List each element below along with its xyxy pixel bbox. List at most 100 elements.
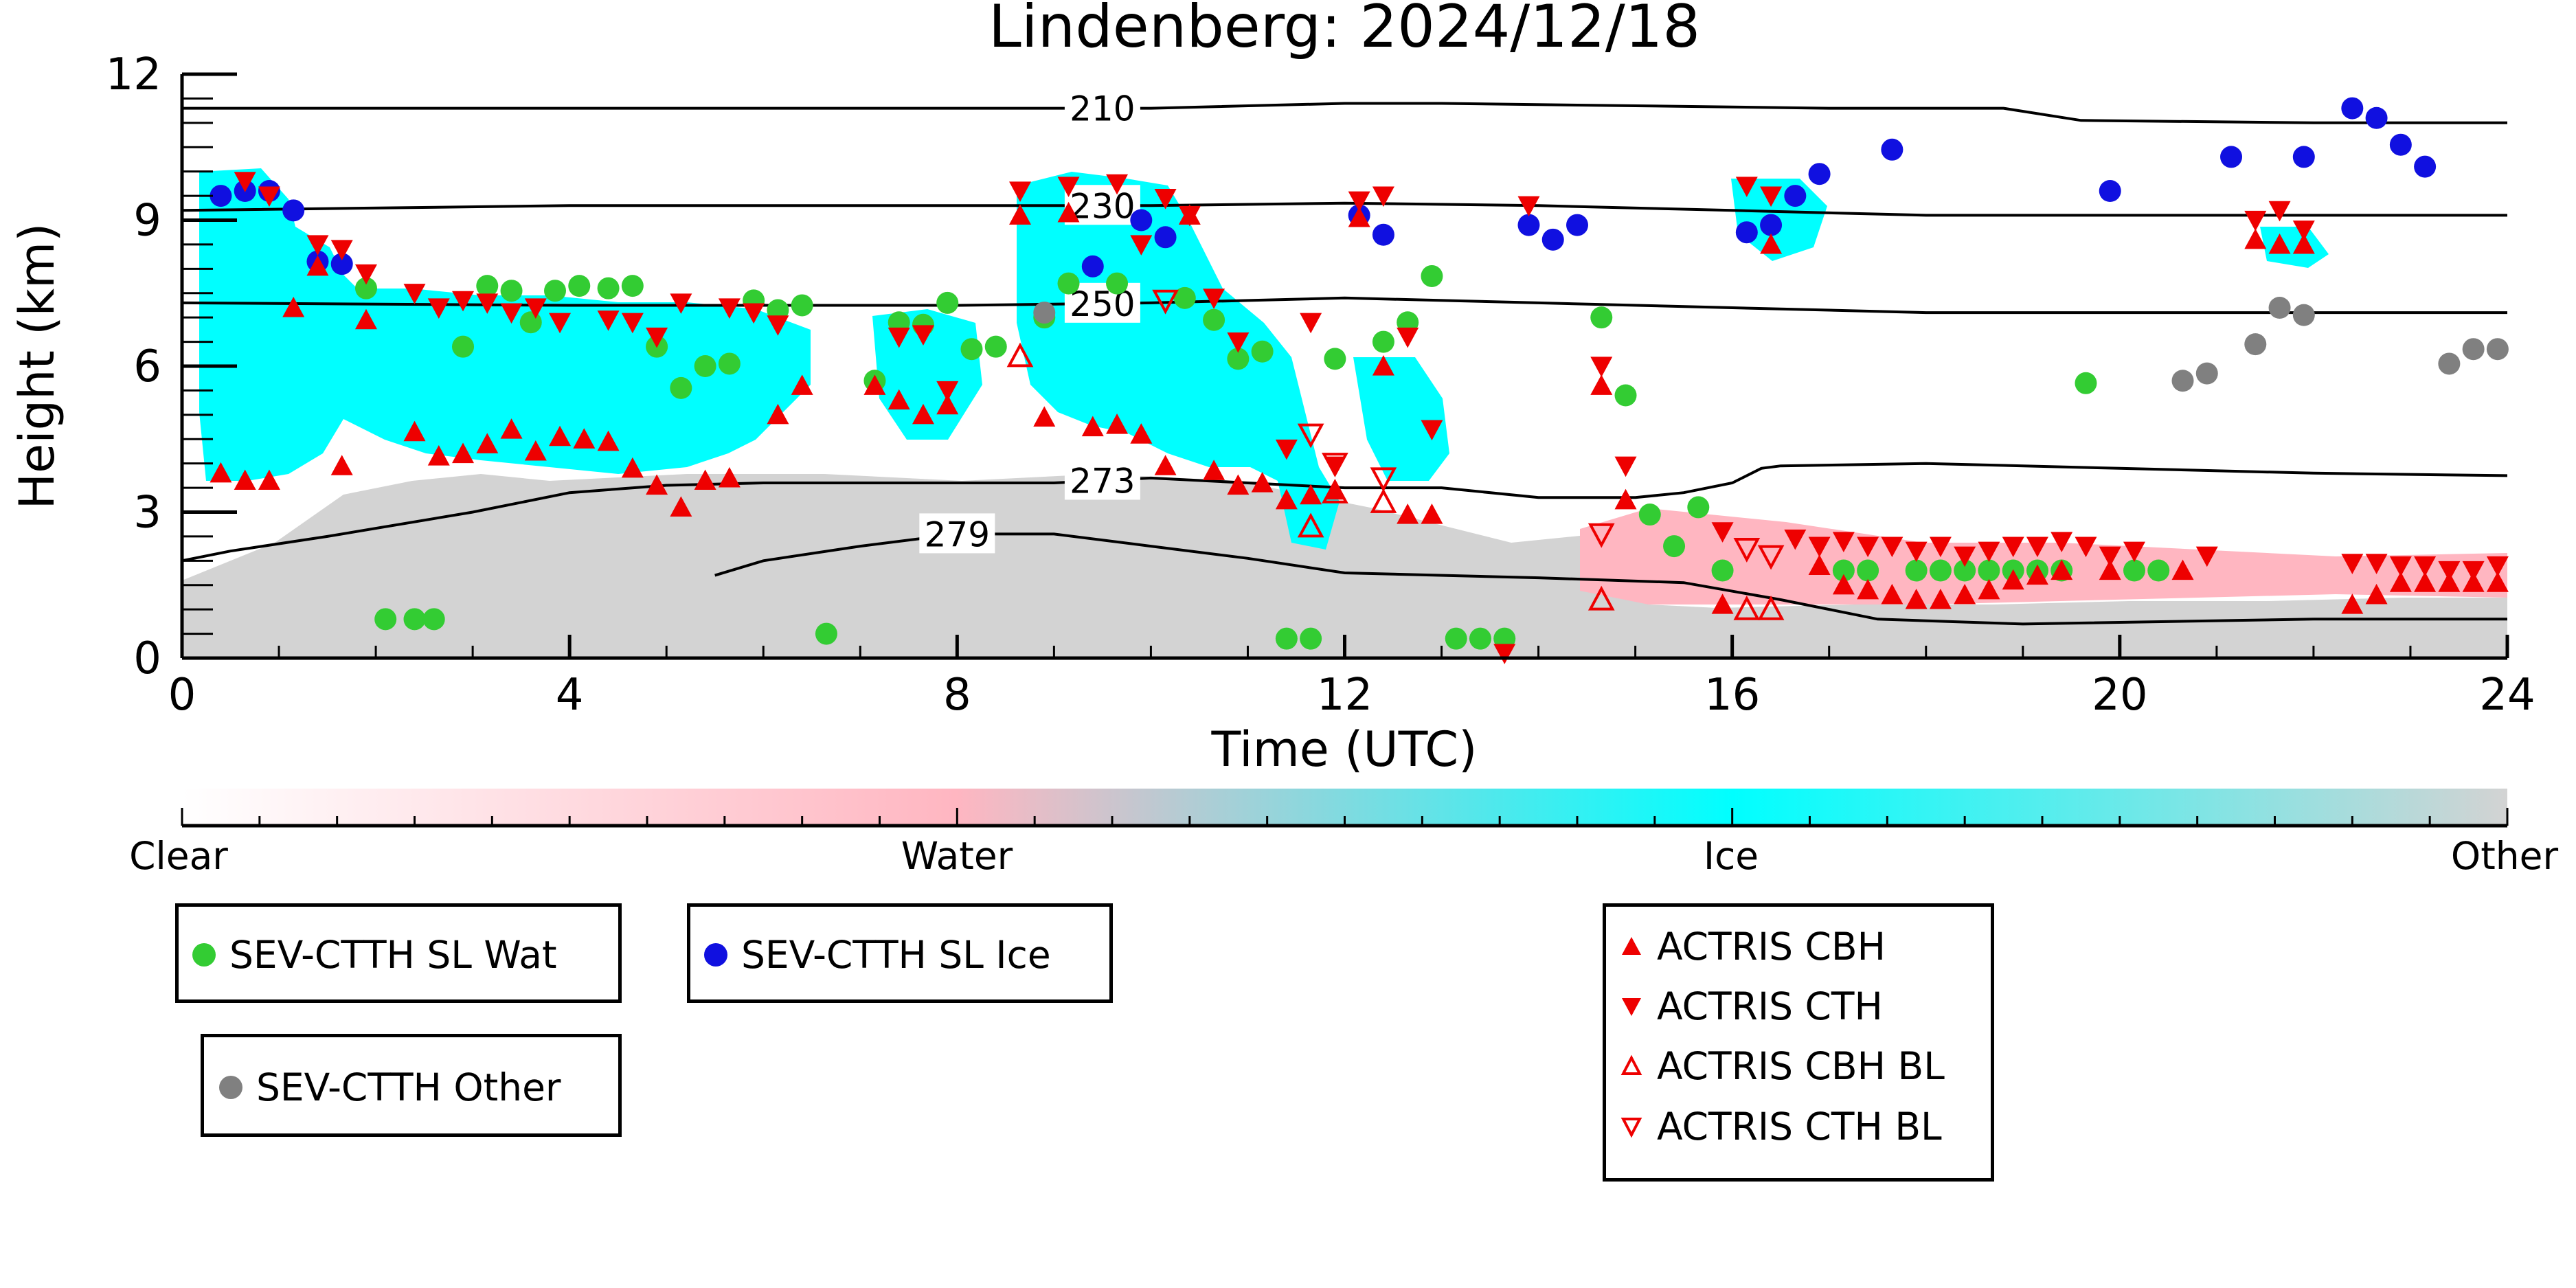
legend-item-cbh-bl: ACTRIS CBH BL xyxy=(1620,1039,1945,1094)
marker-actris-cbh xyxy=(1808,554,1831,576)
legend-marker-green-dot xyxy=(192,943,216,967)
y-tick-label: 12 xyxy=(106,49,161,100)
marker-actris-cth xyxy=(2438,561,2461,582)
marker-sev-ctth-sl-ice xyxy=(2365,106,2388,129)
marker-actris-cbh-bl xyxy=(1370,488,1397,513)
marker-sev-ctth-sl-ice xyxy=(2099,180,2121,202)
marker-sev-ctth-sl-wat xyxy=(694,355,716,377)
legend-item-cbh: ACTRIS CBH xyxy=(1620,919,1886,974)
marker-actris-cbh xyxy=(2002,569,2024,590)
marker-actris-cth xyxy=(1421,420,1443,441)
marker-sev-ctth-sl-ice xyxy=(1808,163,1831,185)
marker-actris-cth xyxy=(2002,536,2024,558)
marker-sev-ctth-sl-ice xyxy=(1154,226,1177,249)
marker-sev-ctth-sl-wat xyxy=(354,277,377,300)
marker-actris-cbh-bl xyxy=(1297,512,1324,538)
marker-actris-cbh xyxy=(2341,594,2364,614)
marker-actris-cth xyxy=(330,240,353,260)
legend-label: SEV-CTTH Other xyxy=(256,1065,561,1109)
marker-actris-cth xyxy=(1590,357,1613,377)
marker-actris-cbh-bl xyxy=(1588,585,1615,611)
contour-line-210 xyxy=(182,102,2507,124)
marker-actris-cbh xyxy=(2244,228,2267,249)
colorbar-label-clear: Clear xyxy=(129,834,228,878)
marker-actris-cth xyxy=(524,298,547,319)
marker-sev-ctth-sl-wat xyxy=(1275,627,1298,650)
marker-actris-cth xyxy=(1857,536,1879,558)
marker-actris-cth xyxy=(1227,332,1250,353)
marker-actris-cbh xyxy=(573,428,596,449)
marker-actris-cth-bl xyxy=(1297,423,1324,449)
marker-actris-cbh xyxy=(1057,201,1080,223)
marker-sev-ctth-sl-wat xyxy=(984,335,1007,358)
legend-label: ACTRIS CBH BL xyxy=(1657,1044,1945,1088)
marker-actris-cbh-bl xyxy=(1006,342,1034,368)
marker-actris-cbh xyxy=(1227,474,1250,495)
marker-actris-cth-bl xyxy=(1322,453,1348,477)
marker-sev-ctth-sl-ice xyxy=(1735,221,1758,244)
marker-actris-cbh xyxy=(1300,484,1322,505)
marker-actris-cbh xyxy=(330,455,353,475)
marker-sev-ctth-sl-wat xyxy=(1929,559,1952,582)
marker-actris-cbh xyxy=(1929,589,1952,609)
marker-actris-cbh xyxy=(524,440,547,461)
marker-sev-ctth-other xyxy=(2244,333,2267,356)
contour-line-273 xyxy=(182,462,2507,563)
marker-actris-cbh xyxy=(2050,559,2073,580)
marker-sev-ctth-sl-ice xyxy=(282,199,305,222)
marker-actris-cth xyxy=(2414,556,2437,577)
marker-sev-ctth-sl-wat xyxy=(1324,348,1346,370)
marker-sev-ctth-sl-wat xyxy=(1614,384,1637,407)
marker-actris-cth xyxy=(1735,177,1758,197)
legend-label: ACTRIS CBH xyxy=(1657,925,1886,969)
marker-sev-ctth-sl-ice xyxy=(1517,214,1540,236)
marker-actris-cbh xyxy=(1203,460,1225,480)
marker-actris-cth xyxy=(2075,536,2097,558)
marker-sev-ctth-sl-wat xyxy=(1638,504,1661,526)
marker-actris-cbh xyxy=(1348,206,1370,227)
other-region xyxy=(182,474,2507,658)
marker-actris-cbh xyxy=(888,389,910,410)
marker-sev-ctth-sl-wat xyxy=(1057,272,1080,295)
marker-actris-cth xyxy=(1348,191,1370,212)
marker-actris-cth xyxy=(1929,536,1952,558)
marker-actris-cth-bl xyxy=(1588,523,1615,548)
marker-actris-cbh xyxy=(1397,504,1419,524)
marker-sev-ctth-sl-wat xyxy=(1203,308,1225,331)
marker-actris-cth xyxy=(2389,556,2412,577)
marker-actris-cbh xyxy=(234,469,256,490)
marker-actris-cbh xyxy=(2171,559,2194,580)
marker-actris-cth xyxy=(1178,205,1201,227)
marker-actris-cbh xyxy=(1881,583,1903,605)
marker-actris-cbh xyxy=(1372,355,1394,376)
marker-sev-ctth-sl-wat xyxy=(936,291,959,314)
marker-actris-cth xyxy=(646,327,668,348)
marker-actris-cth xyxy=(2486,556,2509,577)
marker-sev-ctth-other xyxy=(2462,338,2485,361)
colorbar-label-water: Water xyxy=(901,834,1013,878)
marker-actris-cbh xyxy=(1275,488,1298,510)
legend-item-cth: ACTRIS CTH xyxy=(1620,979,1883,1034)
marker-actris-cth xyxy=(767,315,789,336)
marker-sev-ctth-sl-ice xyxy=(1081,255,1104,278)
x-tick-label: 8 xyxy=(943,670,971,721)
marker-actris-cbh xyxy=(549,425,572,447)
marker-sev-ctth-sl-wat xyxy=(1469,627,1491,650)
marker-actris-cbh xyxy=(1251,472,1274,493)
marker-sev-ctth-sl-ice xyxy=(2389,133,2412,156)
marker-actris-cth xyxy=(1493,644,1516,664)
marker-sev-ctth-sl-wat xyxy=(1687,496,1710,519)
marker-actris-cth xyxy=(2050,532,2073,552)
marker-actris-cth xyxy=(234,172,256,192)
marker-sev-ctth-sl-wat xyxy=(1832,559,1855,582)
marker-actris-cth xyxy=(306,235,329,256)
marker-actris-cbh xyxy=(936,394,959,415)
marker-sev-ctth-other xyxy=(2438,352,2461,375)
marker-actris-cbh xyxy=(476,433,499,453)
marker-actris-cbh xyxy=(1711,594,1734,614)
marker-actris-cbh xyxy=(1614,488,1637,510)
marker-sev-ctth-sl-wat xyxy=(1445,627,1467,650)
marker-actris-cbh xyxy=(403,420,426,442)
marker-sev-ctth-sl-ice xyxy=(1881,138,1903,161)
marker-sev-ctth-sl-wat xyxy=(597,277,620,300)
